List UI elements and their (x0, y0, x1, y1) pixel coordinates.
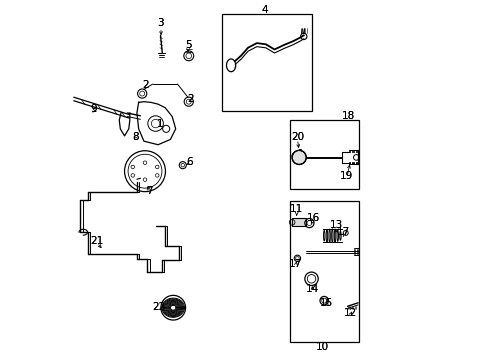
Text: 1: 1 (157, 118, 163, 129)
Text: 15: 15 (320, 298, 333, 308)
Text: 1: 1 (157, 118, 163, 129)
Text: 20: 20 (290, 132, 304, 142)
Text: 2: 2 (142, 80, 149, 90)
Text: 22: 22 (152, 302, 165, 312)
Text: 11: 11 (289, 204, 303, 214)
Text: 21: 21 (90, 236, 103, 246)
Bar (221, 14, 311, 111)
Text: 17: 17 (336, 227, 349, 237)
Text: 8: 8 (132, 132, 139, 142)
Text: 17: 17 (288, 259, 302, 269)
Text: 15: 15 (320, 298, 333, 308)
Text: 3: 3 (157, 18, 164, 28)
Bar (290, 120, 358, 189)
Bar (290, 201, 358, 342)
Text: 7: 7 (145, 186, 152, 195)
Text: 14: 14 (305, 284, 319, 294)
Text: 4: 4 (261, 5, 268, 15)
Text: 17: 17 (288, 259, 302, 269)
Bar (291, 218, 305, 226)
Text: 17: 17 (336, 227, 349, 237)
Text: 13: 13 (329, 220, 343, 230)
Text: 9: 9 (90, 104, 97, 114)
Circle shape (291, 150, 305, 165)
Text: 4: 4 (261, 5, 268, 15)
Text: 3: 3 (157, 18, 164, 28)
Text: 10: 10 (315, 342, 328, 351)
Text: 5: 5 (184, 40, 191, 50)
Text: 20: 20 (290, 132, 304, 142)
Text: 18: 18 (341, 111, 354, 121)
Text: 14: 14 (305, 284, 319, 294)
Text: 8: 8 (132, 132, 139, 142)
Text: 19: 19 (340, 171, 353, 181)
Text: 6: 6 (186, 157, 193, 167)
Text: 5: 5 (184, 40, 191, 50)
Text: 6: 6 (186, 157, 193, 167)
Text: 12: 12 (343, 309, 356, 318)
Text: 16: 16 (306, 213, 319, 223)
Text: 13: 13 (329, 220, 343, 230)
Text: 2: 2 (187, 94, 194, 104)
Text: 7: 7 (145, 186, 152, 195)
Text: 2: 2 (142, 80, 149, 90)
Text: 11: 11 (289, 204, 303, 214)
Text: 10: 10 (315, 342, 328, 351)
Text: 21: 21 (90, 236, 103, 246)
Text: 12: 12 (343, 309, 356, 318)
Text: 2: 2 (187, 94, 194, 104)
Text: 22: 22 (152, 302, 165, 312)
Text: 19: 19 (340, 171, 353, 181)
Text: 16: 16 (306, 213, 319, 223)
Text: 18: 18 (341, 111, 354, 121)
Text: 9: 9 (90, 104, 97, 114)
